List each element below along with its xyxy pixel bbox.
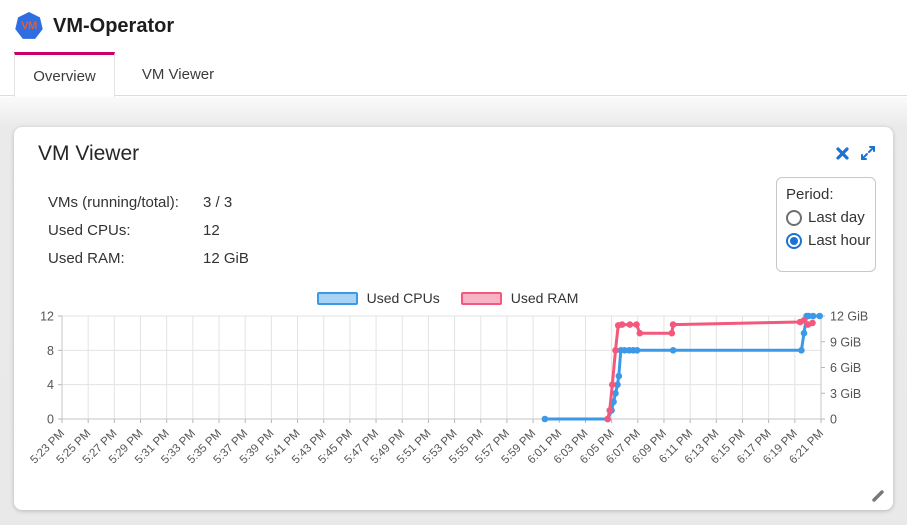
- stat-vms-value: 3 / 3: [203, 193, 233, 211]
- left-axis-label: 8: [47, 344, 54, 358]
- chart-legend: Used CPUs Used RAM: [14, 290, 893, 306]
- tab-bar: Overview VM Viewer: [0, 52, 907, 97]
- used-cpus-data-point: [669, 347, 677, 354]
- period-selector: Period: Last day Last hour: [776, 177, 876, 272]
- used-ram-swatch: [460, 291, 502, 305]
- used-ram-legend-label: Used RAM: [510, 290, 579, 306]
- app-header: VM VM-Operator: [0, 0, 907, 52]
- vm-operator-logo-icon: VM: [15, 12, 43, 39]
- used-cpus-data-point: [798, 347, 805, 354]
- period-label: Period:: [786, 186, 834, 203]
- vm-viewer-card: VM Viewer VMs (running/total): 3 / 3 Use…: [14, 127, 893, 510]
- stat-ram-label: Used RAM:: [48, 249, 125, 267]
- stat-cpus-label: Used CPUs:: [48, 221, 131, 239]
- stat-vms: VMs (running/total): 3 / 3: [48, 188, 249, 216]
- used-ram-data-point: [668, 329, 676, 337]
- used-cpus-data-point: [621, 347, 628, 354]
- used-ram-data-point: [800, 317, 808, 324]
- left-axis-label: 12: [40, 310, 54, 324]
- used-ram-data-point: [604, 415, 611, 423]
- used-cpus-line: [543, 314, 822, 421]
- app-title: VM-Operator: [53, 14, 175, 37]
- used-cpus-data-point: [614, 381, 621, 388]
- right-axis-label: 0: [830, 413, 837, 427]
- stat-ram: Used RAM: 12 GiB: [48, 244, 249, 272]
- usage-chart-svg: 5:23 PM5:25 PM5:27 PM5:29 PM5:31 PM5:33 …: [28, 310, 868, 467]
- card-title: VM Viewer: [38, 142, 140, 165]
- left-axis-label: 0: [47, 413, 54, 427]
- stat-vms-label: VMs (running/total):: [48, 193, 179, 211]
- used-cpus-data-point: [809, 312, 817, 320]
- tab-vm-viewer[interactable]: VM Viewer: [141, 65, 215, 83]
- close-icon[interactable]: [833, 144, 851, 162]
- used-ram-data-point: [636, 329, 644, 337]
- used-ram-data-point: [626, 321, 634, 328]
- used-cpus-legend-label: Used CPUs: [366, 290, 440, 306]
- used-ram-data-point: [609, 381, 616, 388]
- right-axis-label: 3 GiB: [830, 387, 861, 401]
- used-cpus-swatch: [316, 291, 358, 305]
- used-cpus-data-point: [615, 372, 623, 380]
- used-ram-data-point: [669, 321, 677, 328]
- used-cpus-data-point: [633, 347, 641, 354]
- stats-panel: VMs (running/total): 3 / 3 Used CPUs: 12…: [48, 188, 249, 272]
- used-ram-data-point: [606, 407, 613, 414]
- radio-last-hour-icon[interactable]: [786, 232, 802, 249]
- radio-last-hour[interactable]: Last hour: [786, 232, 875, 249]
- used-ram-data-point: [618, 321, 626, 328]
- used-cpus-data-point: [816, 312, 823, 320]
- stat-cpus: Used CPUs: 12: [48, 216, 249, 244]
- left-axis-label: 4: [47, 378, 54, 392]
- card-actions: [833, 144, 877, 162]
- right-axis-label: 6 GiB: [830, 361, 861, 375]
- tab-overview[interactable]: Overview: [14, 52, 115, 97]
- radio-last-day[interactable]: Last day: [786, 209, 875, 226]
- radio-last-day-icon[interactable]: [786, 209, 802, 226]
- used-ram-data-point: [612, 347, 619, 354]
- used-cpus-data-point: [541, 415, 549, 423]
- used-cpus-data-point: [612, 390, 619, 397]
- expand-icon[interactable]: [859, 144, 877, 162]
- radio-last-day-label: Last day: [808, 209, 865, 226]
- used-cpus-data-point: [800, 329, 808, 337]
- right-axis-label: 9 GiB: [830, 335, 861, 349]
- resize-handle-icon[interactable]: [870, 488, 886, 504]
- used-ram-data-point: [809, 319, 816, 327]
- used-ram-data-point: [633, 321, 640, 328]
- usage-chart: 5:23 PM 5:25 PM 5:27 PM 5:29 PM 5:31 PM 5:33 …: [14, 307, 893, 507]
- radio-last-hour-label: Last hour: [808, 232, 871, 249]
- right-axis-label: 12 GiB: [830, 310, 868, 324]
- stat-ram-value: 12 GiB: [203, 249, 249, 267]
- stat-cpus-value: 12: [203, 221, 220, 239]
